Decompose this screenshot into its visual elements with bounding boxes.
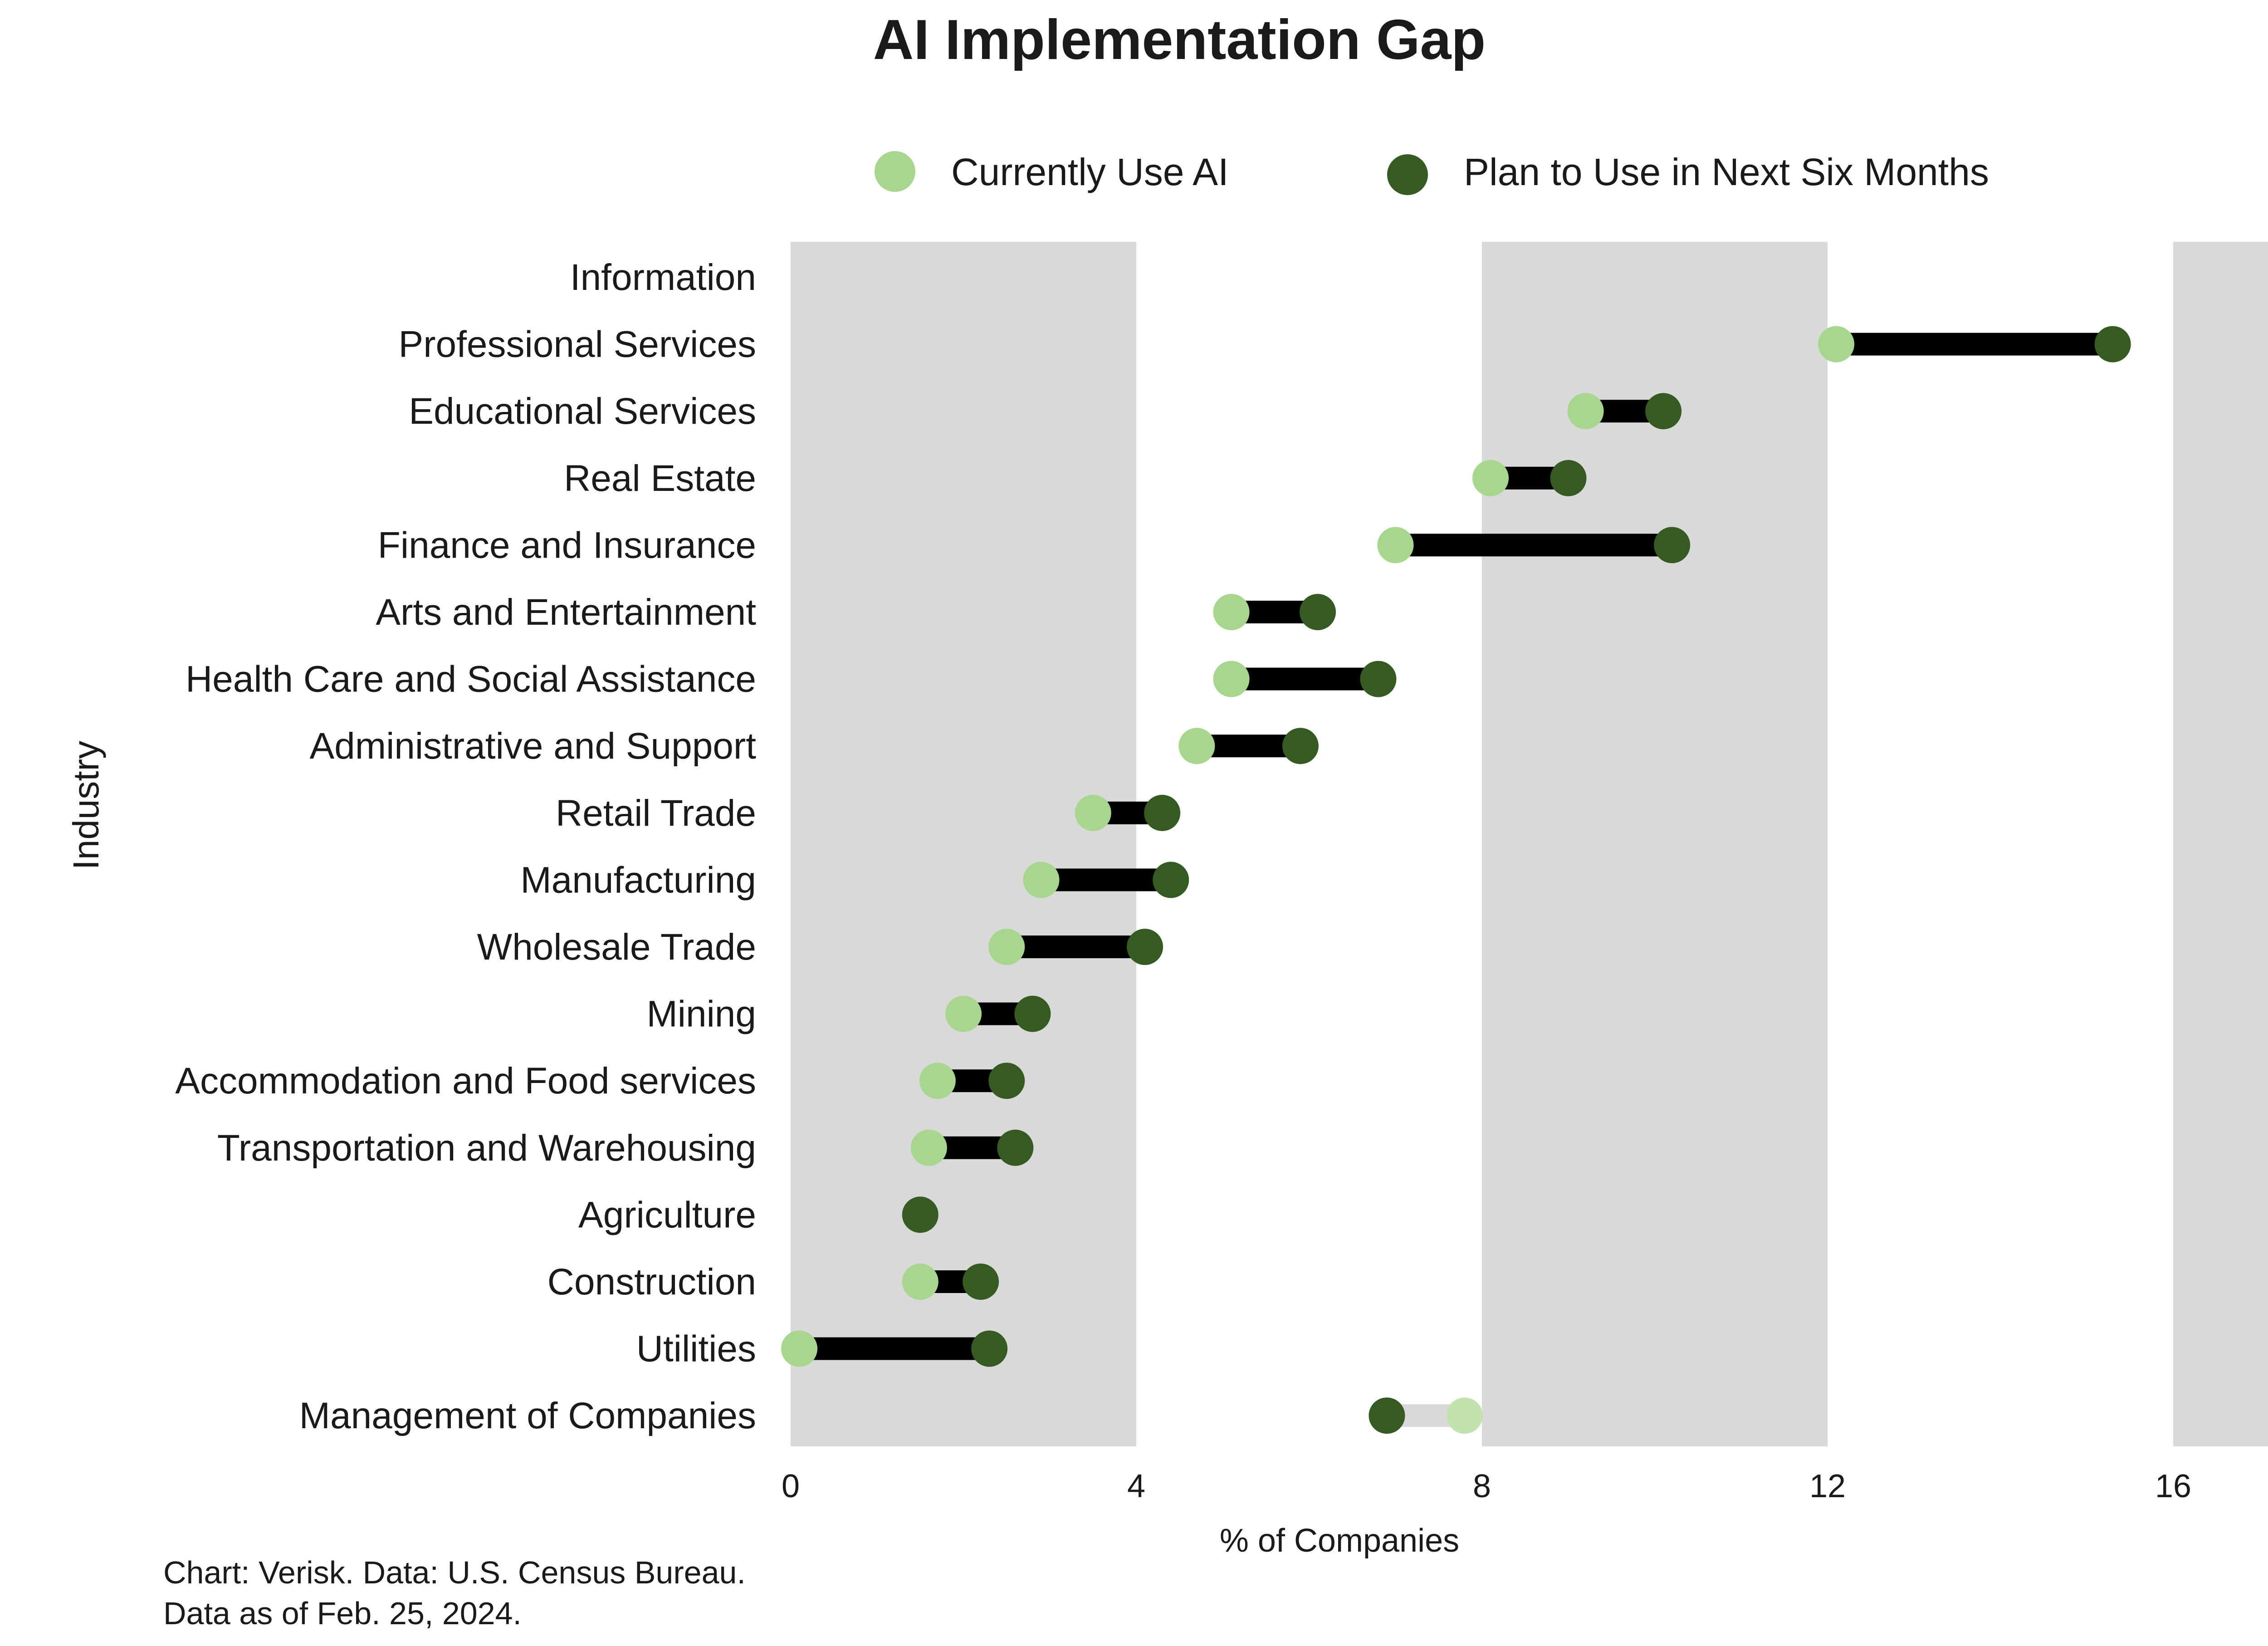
- current-point: [919, 1063, 956, 1099]
- current-point: [902, 1264, 938, 1300]
- gap-bar: [1231, 667, 1378, 691]
- current-point: [945, 995, 982, 1032]
- x-axis-title: % of Companies: [1220, 1523, 1459, 1559]
- category-label: Health Care and Social Assistance: [186, 659, 756, 700]
- category-label: Construction: [547, 1261, 756, 1303]
- data-points: [781, 326, 2131, 1434]
- category-label: Information: [570, 257, 756, 298]
- category-label: Administrative and Support: [309, 725, 756, 767]
- category-label: Finance and Insurance: [378, 524, 756, 566]
- category-label: Accommodation and Food services: [175, 1060, 756, 1102]
- category-label: Manufacturing: [520, 859, 756, 901]
- legend-marker-current: [875, 151, 915, 192]
- planned-point: [1014, 995, 1051, 1032]
- x-tick-label: 4: [1127, 1468, 1145, 1504]
- category-label: Real Estate: [564, 458, 756, 499]
- category-label: Retail Trade: [556, 793, 756, 834]
- current-point: [1377, 527, 1414, 563]
- category-label: Professional Services: [399, 324, 756, 365]
- current-point: [1472, 460, 1509, 496]
- category-label: Mining: [646, 994, 756, 1035]
- legend-label-current: Currently Use AI: [951, 151, 1229, 193]
- category-label: Educational Services: [409, 391, 756, 432]
- current-point: [910, 1129, 947, 1166]
- chart-title: AI Implementation Gap: [873, 9, 1486, 71]
- planned-point: [1360, 661, 1397, 697]
- current-point: [1213, 594, 1250, 630]
- current-point: [1818, 326, 1855, 363]
- gap-bar: [1836, 333, 2113, 356]
- y-axis-title: Industry: [66, 741, 106, 870]
- current-point: [781, 1330, 818, 1367]
- x-tick-label: 16: [2155, 1468, 2191, 1504]
- planned-point: [971, 1330, 1008, 1367]
- gap-bar: [1041, 868, 1171, 892]
- band-0: [791, 242, 1136, 1446]
- legend-marker-planned: [1387, 154, 1428, 195]
- planned-point: [1369, 1397, 1405, 1434]
- current-point: [1567, 393, 1604, 430]
- current-point: [1178, 728, 1215, 764]
- x-tick-label: 0: [782, 1468, 800, 1504]
- category-label: Arts and Entertainment: [376, 592, 756, 633]
- gap-bar: [799, 1337, 990, 1360]
- x-tick-labels: 048121620: [782, 1468, 2191, 1504]
- planned-point: [1645, 393, 1682, 430]
- planned-point: [1300, 594, 1336, 630]
- planned-point: [902, 1196, 938, 1233]
- current-point: [988, 929, 1025, 965]
- band-2: [2173, 242, 2268, 1446]
- background-bands: [791, 242, 2268, 1446]
- planned-point: [1153, 862, 1189, 898]
- category-label: Wholesale Trade: [477, 926, 756, 968]
- category-label: Agriculture: [578, 1194, 756, 1235]
- band-1: [1482, 242, 1828, 1446]
- source-line-1: Chart: Verisk. Data: U.S. Census Bureau.: [163, 1555, 746, 1590]
- planned-point: [2094, 326, 2131, 363]
- current-point: [1446, 1397, 1483, 1434]
- planned-point: [1127, 929, 1163, 965]
- legend: Currently Use AI Plan to Use in Next Six…: [875, 151, 1989, 195]
- current-point: [1213, 661, 1250, 697]
- gap-bar: [1395, 534, 1672, 557]
- planned-point: [1282, 728, 1319, 764]
- category-labels: Information Professional Services Educatio…: [175, 257, 756, 1436]
- planned-point: [1654, 527, 1691, 563]
- gap-bar: [1007, 936, 1145, 958]
- x-tick-label: 8: [1473, 1468, 1491, 1504]
- category-label: Transportation and Warehousing: [217, 1127, 756, 1169]
- legend-label-planned: Plan to Use in Next Six Months: [1464, 151, 1989, 193]
- planned-point: [1550, 460, 1587, 496]
- planned-point: [963, 1264, 999, 1300]
- planned-point: [997, 1129, 1034, 1166]
- category-label: Utilities: [636, 1328, 756, 1370]
- planned-point: [988, 1063, 1025, 1099]
- category-label: Management of Companies: [299, 1395, 756, 1436]
- current-point: [1023, 862, 1060, 898]
- source-line-2: Data as of Feb. 25, 2024.: [163, 1596, 522, 1631]
- x-tick-label: 12: [1809, 1468, 1846, 1504]
- current-point: [1075, 794, 1111, 831]
- planned-point: [1144, 794, 1181, 831]
